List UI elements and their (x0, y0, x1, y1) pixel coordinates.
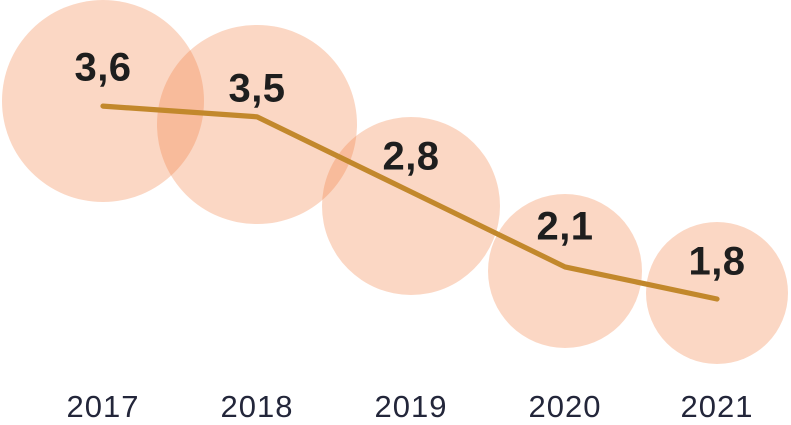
year-label-2021: 2021 (680, 389, 754, 424)
value-label-2019: 2,8 (382, 134, 440, 179)
value-label-2018: 3,5 (228, 66, 286, 111)
value-label-2017: 3,6 (74, 45, 132, 90)
year-label-2017: 2017 (66, 389, 140, 424)
year-label-2018: 2018 (220, 389, 294, 424)
value-label-2021: 1,8 (688, 239, 746, 284)
value-label-2020: 2,1 (536, 204, 594, 249)
year-label-2019: 2019 (374, 389, 448, 424)
year-label-2020: 2020 (528, 389, 602, 424)
